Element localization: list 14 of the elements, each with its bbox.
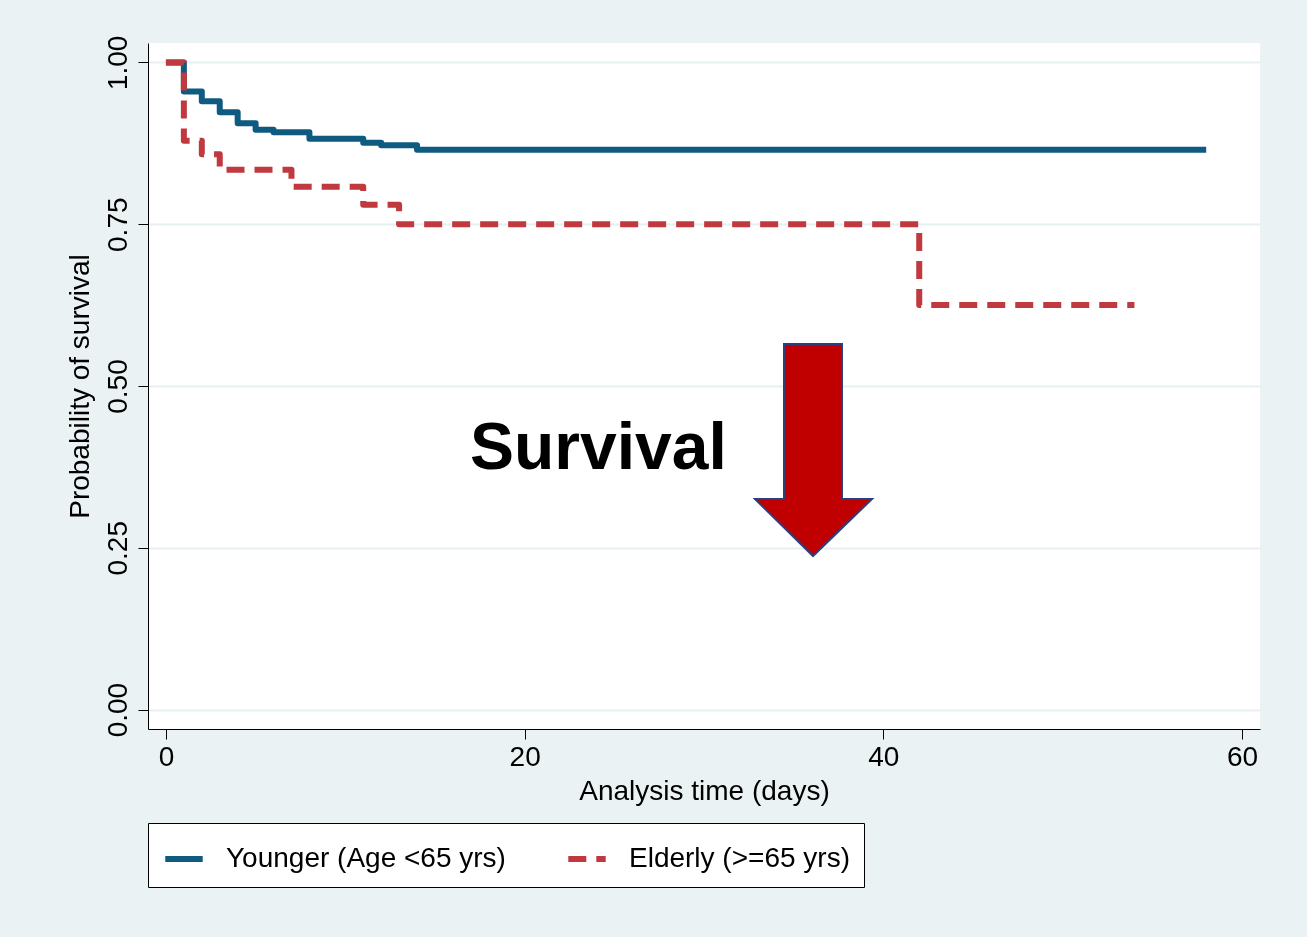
y-tick-label: 1.00 [101, 35, 133, 91]
legend-label: Elderly (>=65 yrs) [629, 842, 850, 873]
y-tick-label: 0.00 [101, 682, 133, 738]
y-tick-label: 0.75 [101, 197, 133, 252]
x-tick-label: 20 [509, 740, 541, 772]
y-tick-label: 0.25 [101, 521, 133, 576]
x-tick-label: 40 [868, 740, 900, 772]
y-tick-label: 0.50 [101, 359, 133, 414]
x-tick-label: 0 [158, 740, 175, 772]
legend-label: Younger (Age <65 yrs) [226, 842, 506, 873]
annotation: Survival [470, 408, 727, 484]
x-axis-title: Analysis time (days) [579, 774, 830, 806]
x-tick-label: 60 [1226, 740, 1259, 772]
y-axis-title: Probability of survival [63, 254, 95, 519]
